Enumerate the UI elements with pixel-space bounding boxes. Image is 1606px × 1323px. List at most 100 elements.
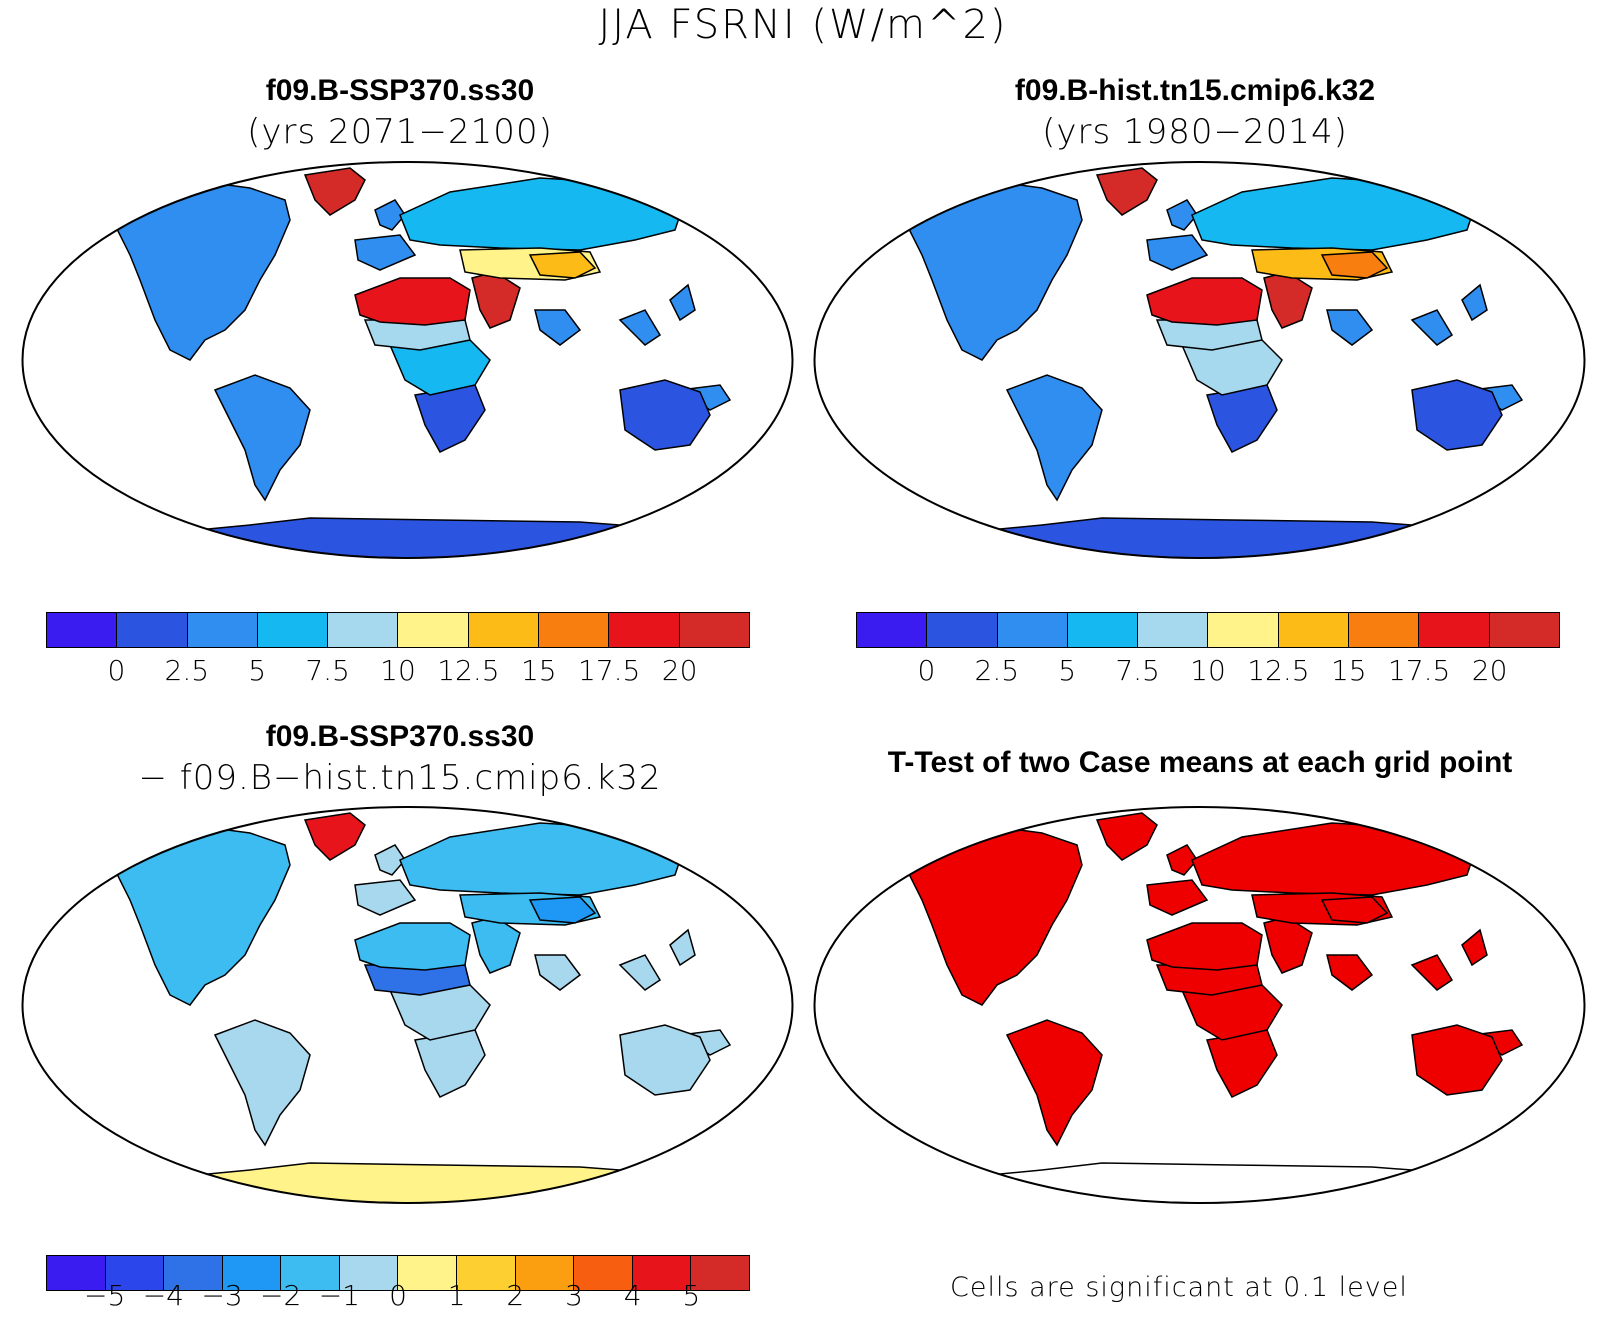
map-extra-land-1 — [1410, 309, 1454, 346]
colorbar-tick-label: 2 — [506, 1279, 525, 1312]
region-siberia — [399, 822, 686, 896]
colorbar-tick-label: 12.5 — [1247, 654, 1310, 687]
colorbar-box — [609, 613, 680, 647]
map-extra-land-2 — [1166, 199, 1198, 231]
map-border — [21, 806, 794, 1204]
panel-subtitle-top-left: (yrs 2071−2100) — [247, 112, 553, 152]
colorbar-box — [328, 613, 399, 647]
region-greenland — [1095, 812, 1158, 861]
map-extra-land-3 — [1146, 234, 1209, 271]
colorbar-tick-label: 7.5 — [1115, 654, 1160, 687]
region-south-america — [213, 374, 311, 502]
colorbar-tick-label: 12.5 — [437, 654, 500, 687]
colorbar-tick-label: 10 — [1190, 654, 1226, 687]
colorbar-box — [398, 1256, 458, 1290]
colorbar-tick-label: 0 — [107, 654, 126, 687]
colorbar-ticks-bottom-left: −5 −4 −3 −2 −1 0 1 2 3 4 5 — [46, 1279, 750, 1319]
region-north-america — [114, 826, 291, 1006]
colorbar-tick-label: 10 — [380, 654, 416, 687]
panel-title-bottom-right: T-Test of two Case means at each grid po… — [887, 746, 1513, 779]
colorbar-tick-label: −2 — [260, 1279, 302, 1312]
colorbar-box — [857, 613, 928, 647]
colorbar-tick-label: 5 — [682, 1279, 701, 1312]
colorbar-box — [1419, 613, 1490, 647]
colorbar-box — [997, 613, 1068, 647]
colorbar-box — [1067, 613, 1139, 647]
region-siberia — [1191, 177, 1478, 251]
colorbar-box — [927, 613, 998, 647]
region-tibet — [528, 896, 597, 924]
region-north-america — [906, 826, 1083, 1006]
colorbar-tick-label: 0 — [389, 1279, 407, 1312]
region-south-america — [1005, 1019, 1103, 1147]
colorbar-tick-label: 15 — [520, 654, 557, 687]
colorbar-box — [539, 613, 610, 647]
colorbar-box — [1138, 613, 1209, 647]
map-extra-land-0 — [534, 309, 582, 346]
colorbar-tick-label: 20 — [1471, 654, 1508, 687]
region-australia — [619, 1024, 711, 1096]
map-border — [813, 161, 1586, 559]
colorbar-tick-label: 2.5 — [164, 654, 210, 687]
colorbar-tick-label: 4 — [623, 1279, 642, 1312]
colorbar-bottom-left — [46, 1255, 750, 1291]
figure-title: JJA FSRNI (W/m^2) — [598, 2, 1008, 48]
region-greenland — [303, 812, 366, 861]
colorbar-tick-label: −3 — [201, 1279, 243, 1312]
colorbar-box — [47, 613, 118, 647]
region-siberia — [399, 177, 686, 251]
region-sahara — [354, 277, 471, 326]
region-south-america — [213, 1019, 311, 1147]
colorbar-ticks-top-right: 0 2.5 5 7.5 10 12.5 15 17.5 20 — [856, 654, 1560, 694]
map-panel-top-right — [813, 161, 1586, 559]
map-extra-land-4 — [669, 928, 696, 967]
region-tibet — [528, 251, 597, 279]
colorbar-box — [105, 1256, 165, 1290]
colorbar-box — [164, 1256, 223, 1290]
colorbar-tick-label: 17.5 — [1388, 654, 1451, 687]
colorbar-top-right — [856, 612, 1560, 648]
panel-title-top-left: f09.B-SSP370.ss30 — [265, 74, 535, 107]
colorbar-tick-label: 0 — [917, 654, 936, 687]
colorbar-box — [187, 613, 258, 647]
colorbar-box — [1208, 613, 1279, 647]
region-sahara — [1146, 922, 1263, 971]
colorbar-box — [457, 1256, 516, 1290]
map-extra-land-1 — [618, 309, 662, 346]
significance-note: Cells are significant at 0.1 level — [950, 1272, 1408, 1303]
colorbar-tick-label: 5 — [1058, 654, 1077, 687]
colorbar-tick-label: −5 — [84, 1279, 126, 1312]
region-greenland — [303, 167, 366, 216]
colorbar-tick-label: 2.5 — [974, 654, 1020, 687]
colorbar-tick-label: 20 — [661, 654, 698, 687]
map-extra-land-1 — [618, 954, 662, 991]
region-siberia — [1191, 822, 1478, 896]
map-panel-bottom-left — [21, 806, 794, 1204]
colorbar-box — [632, 1256, 692, 1290]
region-australia — [1411, 1024, 1503, 1096]
colorbar-tick-label: −1 — [318, 1279, 360, 1312]
colorbar-tick-label: 5 — [248, 654, 267, 687]
colorbar-box — [679, 613, 749, 647]
colorbar-box — [1489, 613, 1559, 647]
colorbar-box — [339, 1256, 399, 1290]
colorbar-tick-label: 17.5 — [578, 654, 641, 687]
map-extra-land-2 — [1166, 844, 1198, 876]
map-extra-land-4 — [669, 283, 696, 322]
map-panel-bottom-right — [813, 806, 1586, 1204]
colorbar-box — [47, 1256, 106, 1290]
colorbar-box — [1349, 613, 1420, 647]
panel-subtitle-top-right: (yrs 1980−2014) — [1042, 112, 1348, 152]
colorbar-box — [281, 1256, 340, 1290]
colorbar-box — [257, 613, 329, 647]
region-tibet — [1320, 251, 1389, 279]
colorbar-tick-label: 15 — [1330, 654, 1367, 687]
colorbar-box — [691, 1256, 749, 1290]
region-greenland — [1095, 167, 1158, 216]
map-border — [21, 161, 794, 559]
region-tibet — [1320, 896, 1389, 924]
map-extra-land-4 — [1461, 283, 1488, 322]
panel-title-bottom-left: f09.B-SSP370.ss30 — [265, 720, 535, 753]
colorbar-ticks-top-left: 0 2.5 5 7.5 10 12.5 15 17.5 20 — [46, 654, 750, 694]
map-extra-land-0 — [1326, 309, 1374, 346]
